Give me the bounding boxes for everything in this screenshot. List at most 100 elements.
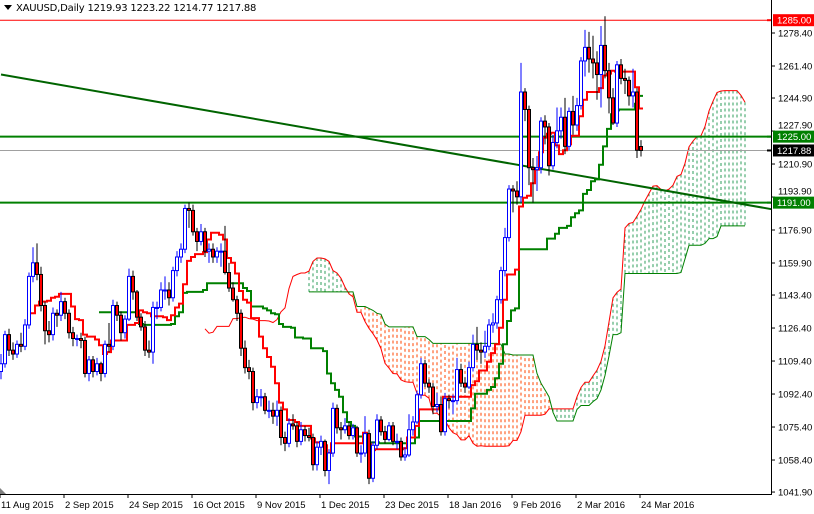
price-tick-label: 1075.40 xyxy=(778,423,812,434)
candle-body xyxy=(223,250,227,274)
time-tick-label: 2 Sep 2015 xyxy=(65,500,114,511)
candle xyxy=(167,282,171,306)
candle xyxy=(143,321,147,356)
candle-body xyxy=(215,250,219,258)
level-1225.00-tag xyxy=(773,130,814,143)
candle xyxy=(451,394,455,415)
candle xyxy=(127,268,131,322)
kijun-sen-line xyxy=(99,94,643,445)
time-tick-label: 1 Dec 2015 xyxy=(321,500,370,511)
candle xyxy=(623,68,627,94)
candle-body xyxy=(191,209,195,233)
candle-body xyxy=(619,64,623,79)
candle xyxy=(195,227,199,252)
candle xyxy=(607,62,611,114)
candle xyxy=(207,243,211,263)
candle xyxy=(27,272,31,329)
candle xyxy=(187,202,191,228)
candle-body xyxy=(615,64,619,124)
candle-body xyxy=(271,409,275,417)
time-tick-label: 9 Feb 2016 xyxy=(513,500,561,511)
candle-body xyxy=(291,423,295,427)
candle-body xyxy=(299,429,303,442)
ohlc-open: 1219.93 xyxy=(87,3,128,14)
ohlc-close: 1217.88 xyxy=(216,3,257,14)
candle-body xyxy=(579,60,583,107)
candle-body xyxy=(535,167,539,171)
candle xyxy=(0,354,3,380)
candle-body xyxy=(27,275,31,326)
candle-body xyxy=(263,396,267,411)
candle xyxy=(191,204,195,236)
candle xyxy=(455,357,459,405)
candle-body xyxy=(355,427,359,454)
candle-body xyxy=(323,440,327,472)
candle xyxy=(111,299,115,351)
candle xyxy=(315,441,319,471)
candle xyxy=(303,425,307,442)
time-tick-label: 23 Dec 2015 xyxy=(385,500,439,511)
time-tick-label: 11 Aug 2015 xyxy=(1,500,54,511)
candle xyxy=(223,225,227,275)
candle-body xyxy=(83,339,87,374)
candle xyxy=(19,332,23,353)
candle xyxy=(399,437,403,461)
candle xyxy=(319,435,323,455)
candle xyxy=(423,359,427,388)
candle xyxy=(559,107,563,139)
candle xyxy=(351,423,355,440)
candle-body xyxy=(555,130,559,143)
collapse-triangle-icon[interactable] xyxy=(4,5,12,10)
candle-body xyxy=(139,316,143,328)
candle xyxy=(443,392,447,436)
candle-body xyxy=(451,400,455,403)
chart-shift-icon xyxy=(0,488,6,494)
price-tick-label: 1278.40 xyxy=(778,29,812,40)
candle xyxy=(435,392,439,413)
chart-header: XAUUSD,Daily 1219.93 1223.22 1214.77 121… xyxy=(4,3,256,14)
candle xyxy=(391,421,395,446)
level-1225.00-label: 1225.00 xyxy=(777,132,811,143)
candle xyxy=(271,402,275,424)
candle-body xyxy=(347,425,351,437)
candle-body xyxy=(595,62,599,76)
candle-body xyxy=(107,343,111,347)
senkou-span-b-line xyxy=(309,225,745,422)
candle-body xyxy=(623,77,627,81)
candle-body xyxy=(447,398,451,402)
candle-body xyxy=(471,343,475,369)
candle xyxy=(603,16,607,79)
candle-body xyxy=(547,126,551,167)
candle-body xyxy=(479,349,483,353)
candle xyxy=(635,88,639,159)
candle-body xyxy=(495,299,499,324)
candle xyxy=(611,88,615,126)
candle-body xyxy=(243,347,247,369)
candle xyxy=(75,334,79,347)
candle-body xyxy=(571,110,575,126)
candle xyxy=(619,59,623,85)
candle-body xyxy=(127,275,131,320)
candle xyxy=(123,315,127,339)
candle-body xyxy=(79,338,83,341)
price-tick-label: 1041.90 xyxy=(778,488,812,499)
candle xyxy=(211,243,215,263)
candle-body xyxy=(195,231,199,242)
candle-body xyxy=(407,429,411,456)
candle xyxy=(199,223,203,246)
candle-body xyxy=(403,454,407,458)
candle xyxy=(343,418,347,434)
candle xyxy=(79,332,83,349)
candle-body xyxy=(19,343,23,347)
candle xyxy=(383,425,387,444)
candle xyxy=(307,427,311,442)
candle-body xyxy=(171,270,175,299)
candle-body xyxy=(35,262,39,275)
candle-body xyxy=(183,207,187,250)
candle xyxy=(119,311,123,341)
candle xyxy=(203,227,207,257)
candle xyxy=(43,301,47,345)
candle-body xyxy=(259,396,263,399)
